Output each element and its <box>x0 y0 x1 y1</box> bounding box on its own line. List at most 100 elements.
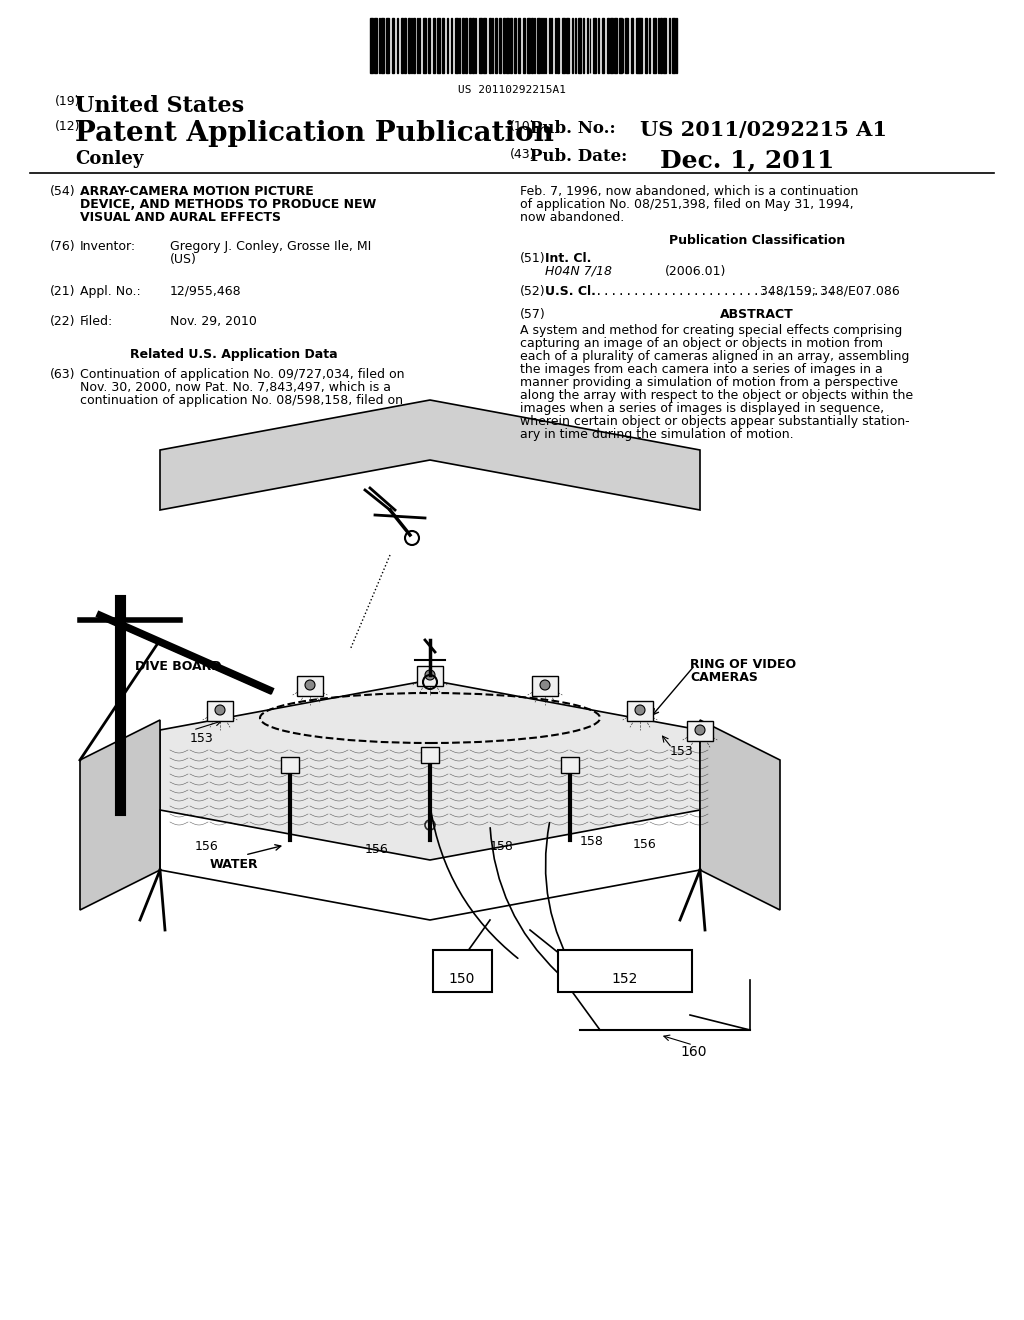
Bar <box>374 18 377 73</box>
FancyBboxPatch shape <box>687 721 713 741</box>
Text: H04N 7/18: H04N 7/18 <box>545 265 612 279</box>
Text: VISUAL AND AURAL EFFECTS: VISUAL AND AURAL EFFECTS <box>80 211 281 224</box>
Bar <box>531 18 534 73</box>
Bar <box>499 18 501 73</box>
Text: ARRAY-CAMERA MOTION PICTURE: ARRAY-CAMERA MOTION PICTURE <box>80 185 313 198</box>
Text: Filed:: Filed: <box>80 315 114 327</box>
Text: US 20110292215A1: US 20110292215A1 <box>458 84 566 95</box>
Text: (12): (12) <box>55 120 81 133</box>
Text: the images from each camera into a series of images in a: the images from each camera into a serie… <box>520 363 883 376</box>
Text: 150: 150 <box>449 972 475 986</box>
Text: 152: 152 <box>611 972 638 986</box>
Text: 158: 158 <box>490 840 514 853</box>
Text: 160: 160 <box>680 1045 707 1059</box>
Text: DEVICE, AND METHODS TO PRODUCE NEW: DEVICE, AND METHODS TO PRODUCE NEW <box>80 198 376 211</box>
Bar <box>455 18 458 73</box>
Bar <box>408 18 410 73</box>
Text: (76): (76) <box>50 240 76 253</box>
Circle shape <box>695 725 705 735</box>
Bar <box>441 18 444 73</box>
Bar <box>437 18 439 73</box>
Text: (43): (43) <box>510 148 536 161</box>
Bar <box>479 18 482 73</box>
Text: 153: 153 <box>670 744 693 758</box>
Text: Inventor:: Inventor: <box>80 240 136 253</box>
Text: Nov. 29, 2010: Nov. 29, 2010 <box>170 315 257 327</box>
Bar <box>386 18 389 73</box>
Text: 12/955,468: 12/955,468 <box>170 285 242 298</box>
Text: Feb. 7, 1996, now abandoned, which is a continuation: Feb. 7, 1996, now abandoned, which is a … <box>520 185 858 198</box>
Bar <box>423 18 426 73</box>
FancyBboxPatch shape <box>207 701 233 721</box>
Bar <box>557 18 559 73</box>
Text: (51): (51) <box>520 252 546 265</box>
Text: U.S. Cl.: U.S. Cl. <box>545 285 596 298</box>
Text: Publication Classification: Publication Classification <box>669 234 845 247</box>
Text: (22): (22) <box>50 315 76 327</box>
Text: ABSTRACT: ABSTRACT <box>720 308 794 321</box>
FancyBboxPatch shape <box>433 950 492 993</box>
Bar <box>433 18 435 73</box>
Polygon shape <box>160 400 700 510</box>
Text: (21): (21) <box>50 285 76 298</box>
Bar <box>652 18 655 73</box>
Polygon shape <box>700 719 780 909</box>
Bar <box>566 18 568 73</box>
Circle shape <box>635 705 645 715</box>
Text: (54): (54) <box>50 185 76 198</box>
Text: A system and method for creating special effects comprising: A system and method for creating special… <box>520 323 902 337</box>
Bar <box>483 18 486 73</box>
Text: images when a series of images is displayed in sequence,: images when a series of images is displa… <box>520 403 884 414</box>
Bar <box>639 18 642 73</box>
Bar <box>579 18 581 73</box>
Bar <box>506 18 509 73</box>
Bar <box>522 18 525 73</box>
FancyBboxPatch shape <box>558 950 692 993</box>
FancyBboxPatch shape <box>561 756 579 774</box>
Text: Pub. Date:: Pub. Date: <box>530 148 628 165</box>
Bar <box>401 18 403 73</box>
Bar <box>370 18 373 73</box>
Text: Continuation of application No. 09/727,034, filed on: Continuation of application No. 09/727,0… <box>80 368 404 381</box>
Text: 156: 156 <box>633 838 656 851</box>
Text: (2006.01): (2006.01) <box>665 265 726 279</box>
Text: DIVE BOARD: DIVE BOARD <box>135 660 221 673</box>
Bar <box>527 18 530 73</box>
Text: US 2011/0292215 A1: US 2011/0292215 A1 <box>640 120 887 140</box>
FancyBboxPatch shape <box>417 667 443 686</box>
Text: ................................: ................................ <box>595 285 835 298</box>
Text: WATER: WATER <box>210 858 259 871</box>
Bar <box>381 18 384 73</box>
Circle shape <box>425 671 435 680</box>
Text: manner providing a simulation of motion from a perspective: manner providing a simulation of motion … <box>520 376 898 389</box>
Bar <box>602 18 604 73</box>
Text: capturing an image of an object or objects in motion from: capturing an image of an object or objec… <box>520 337 883 350</box>
Polygon shape <box>80 719 160 909</box>
Bar <box>403 18 406 73</box>
Text: (10): (10) <box>510 120 536 133</box>
Bar <box>463 18 464 73</box>
Bar <box>496 18 498 73</box>
Text: Related U.S. Application Data: Related U.S. Application Data <box>130 348 338 360</box>
Text: 158: 158 <box>580 836 604 847</box>
FancyBboxPatch shape <box>627 701 653 721</box>
Bar <box>469 18 471 73</box>
Circle shape <box>540 680 550 690</box>
Circle shape <box>305 680 315 690</box>
Text: (52): (52) <box>520 285 546 298</box>
Bar <box>618 18 622 73</box>
Text: Patent Application Publication: Patent Application Publication <box>75 120 554 147</box>
Bar <box>636 18 639 73</box>
Bar <box>488 18 490 73</box>
Bar <box>660 18 663 73</box>
Text: 156: 156 <box>365 843 389 855</box>
Text: Int. Cl.: Int. Cl. <box>545 252 592 265</box>
Bar <box>474 18 476 73</box>
Bar <box>562 18 565 73</box>
Bar <box>391 18 394 73</box>
Text: (19): (19) <box>55 95 81 108</box>
Bar <box>593 18 596 73</box>
Text: Nov. 30, 2000, now Pat. No. 7,843,497, which is a: Nov. 30, 2000, now Pat. No. 7,843,497, w… <box>80 381 391 393</box>
Bar <box>610 18 613 73</box>
Text: United States: United States <box>75 95 244 117</box>
